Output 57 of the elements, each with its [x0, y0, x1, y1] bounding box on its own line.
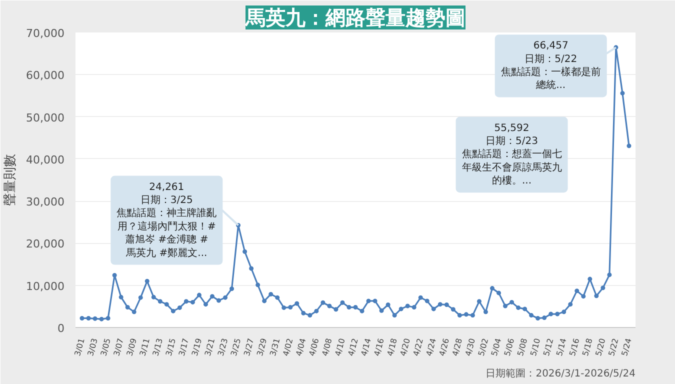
x-tick-label: 3/29 — [255, 337, 269, 358]
x-tick-label: 3/25 — [229, 337, 243, 358]
x-tick-label: 5/22 — [606, 337, 620, 358]
x-tick-label: 5/10 — [528, 337, 542, 358]
x-tick-label: 5/14 — [554, 337, 568, 358]
y-axis-title: 聲量則數 — [3, 154, 18, 206]
x-tick-label: 3/27 — [242, 337, 256, 358]
text: 日期範圍：2026/3/1-2026/5/24 — [486, 368, 636, 380]
x-tick-label: 5/20 — [594, 337, 608, 358]
y-tick-label: 60,000 — [26, 69, 65, 82]
x-tick-label: 5/08 — [516, 337, 530, 358]
x-tick-label: 3/09 — [125, 337, 138, 358]
x-tick-label: 3/01 — [73, 337, 86, 358]
x-tick-label: 4/02 — [281, 337, 295, 358]
x-tick-label: 5/02 — [476, 337, 490, 358]
chart-title: 馬英九：網路聲量趨勢圖 — [244, 6, 466, 30]
x-tick-label: 4/10 — [333, 337, 347, 358]
y-tick-label: 70,000 — [26, 27, 65, 40]
x-tick-label: 3/11 — [138, 337, 152, 358]
x-tick-label: 5/06 — [502, 337, 516, 358]
x-tick-label: 4/08 — [320, 337, 334, 358]
x-tick-label: 3/05 — [99, 337, 112, 358]
x-tick-label: 3/19 — [190, 337, 204, 358]
x-tick-label: 3/07 — [112, 337, 126, 358]
x-tick-label: 4/22 — [412, 337, 425, 358]
x-tick-label: 4/16 — [372, 337, 386, 358]
x-tick-label: 4/28 — [450, 337, 464, 358]
x-tick-label: 4/12 — [346, 337, 360, 358]
x-tick-label: 3/17 — [177, 337, 191, 358]
x-tick-label: 3/31 — [268, 337, 282, 358]
annotation: 24,261 日期：3/25 焦點話題：神主牌誰亂用？這場內鬥太狠！#蕭旭岑 #金溥聰 #馬英九 #鄭麗文... — [116, 182, 217, 259]
x-tick-label: 4/20 — [398, 337, 412, 358]
y-tick-label: 10,000 — [26, 280, 65, 293]
y-tick-label: 0 — [58, 322, 64, 335]
x-tick-label: 3/03 — [86, 337, 100, 358]
x-tick-label: 4/30 — [464, 337, 478, 358]
annotation: 55,592 日期：5/23 焦點話題：想蓋一個七年級生不會原諒馬英九的樓。... — [462, 122, 562, 187]
x-tick-label: 3/15 — [164, 337, 178, 358]
annotation: 66,457 日期：5/22 焦點話題：一樣都是前總統... — [500, 40, 601, 92]
x-tick-label: 5/12 — [542, 337, 556, 358]
x-tick-label: 4/26 — [438, 337, 452, 358]
x-tick-label: 3/13 — [151, 337, 164, 358]
x-tick-label: 5/18 — [580, 337, 594, 358]
x-tick-label: 4/24 — [424, 337, 438, 358]
x-tick-label: 5/04 — [490, 337, 504, 358]
x-tick-label: 5/16 — [568, 337, 582, 358]
y-tick-label: 50,000 — [26, 111, 65, 124]
x-tick-label: 5/24 — [620, 337, 634, 358]
x-tick-label: 4/14 — [360, 337, 373, 358]
x-tick-label: 4/18 — [386, 337, 399, 358]
y-tick-label: 40,000 — [26, 153, 65, 166]
y-tick-label: 20,000 — [26, 238, 65, 251]
x-tick-label: 3/23 — [216, 337, 230, 358]
y-tick-label: 30,000 — [26, 196, 65, 209]
x-tick-label: 4/06 — [307, 337, 321, 358]
x-tick-label: 4/04 — [294, 337, 308, 358]
x-tick-label: 3/21 — [203, 337, 217, 358]
